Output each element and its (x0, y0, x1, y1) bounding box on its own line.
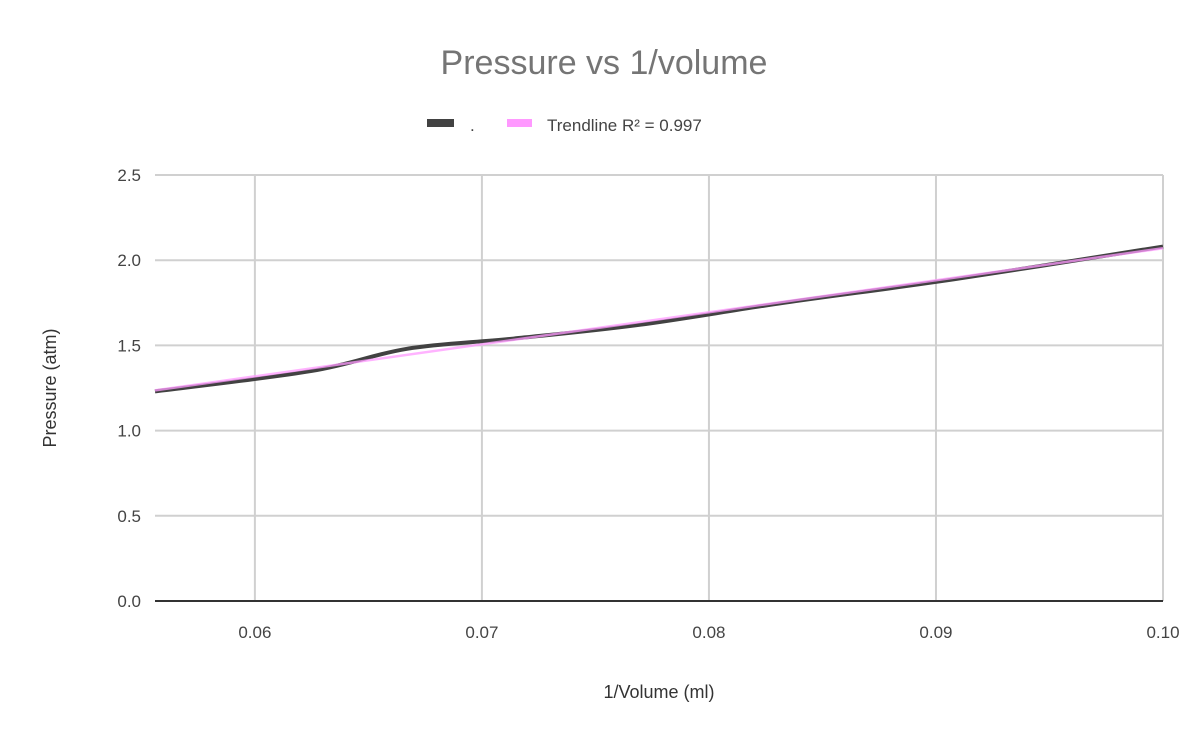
x-tick-label: 0.08 (692, 623, 725, 642)
legend-label-trendline: Trendline R² = 0.997 (547, 116, 702, 135)
x-tick-label: 0.09 (919, 623, 952, 642)
y-axis-title: Pressure (atm) (40, 328, 60, 447)
chart-title: Pressure vs 1/volume (441, 44, 768, 82)
legend: . Trendline R² = 0.997 (427, 116, 702, 135)
x-tick-label: 0.07 (465, 623, 498, 642)
y-tick-label: 2.5 (117, 166, 141, 185)
y-tick-label: 1.5 (117, 336, 141, 355)
y-tick-label: 2.0 (117, 251, 141, 270)
gridlines (155, 174, 1164, 602)
y-tick-label: 1.0 (117, 422, 141, 441)
series-line (154, 244, 1164, 394)
y-tick-labels: 0.0 0.5 1.0 1.5 2.0 2.5 (117, 166, 141, 611)
x-tick-label: 0.06 (238, 623, 271, 642)
legend-swatch-series (427, 119, 454, 127)
y-tick-label: 0.5 (117, 507, 141, 526)
trendline (154, 247, 1164, 392)
x-axis-title: 1/Volume (ml) (603, 682, 714, 702)
x-tick-labels: 0.06 0.07 0.08 0.09 0.10 (238, 623, 1179, 642)
x-tick-label: 0.10 (1146, 623, 1179, 642)
legend-label-series: . (470, 116, 475, 135)
plot-lines (154, 244, 1164, 394)
legend-swatch-trendline (507, 119, 532, 127)
y-tick-label: 0.0 (117, 592, 141, 611)
